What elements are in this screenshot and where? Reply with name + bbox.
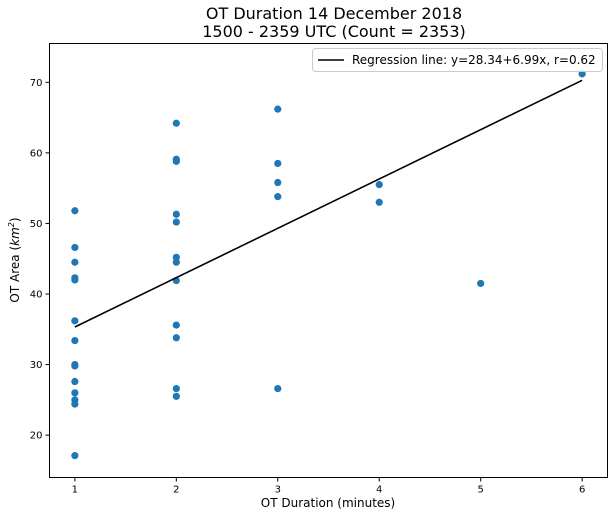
scatter-point — [172, 119, 180, 127]
scatter-point — [172, 321, 180, 329]
scatter-point — [172, 384, 180, 393]
y-tick-label: 30 — [30, 360, 43, 371]
chart-title-line1: OT Duration 14 December 2018 — [206, 4, 462, 23]
scatter-point — [274, 105, 282, 113]
scatter-point — [71, 377, 79, 386]
x-tick-label: 4 — [376, 485, 382, 496]
plot-frame — [49, 43, 608, 478]
scatter-point — [71, 452, 79, 460]
scatter-point — [172, 334, 180, 342]
scatter-point — [172, 157, 180, 165]
scatter-point — [71, 389, 79, 397]
chart-title-line2: 1500 - 2359 UTC (Count = 2353) — [202, 22, 466, 41]
scatter-point — [71, 258, 79, 266]
scatter-point — [71, 207, 79, 215]
scatter-point — [172, 210, 180, 218]
y-tick-label: 70 — [30, 78, 43, 89]
legend: Regression line: y=28.34+6.99x, r=0.62 — [312, 48, 603, 72]
scatter-point — [71, 400, 79, 408]
x-axis-ticks: 1 2 3 4 5 6 — [72, 477, 585, 496]
scatter-point — [274, 193, 282, 201]
y-axis-label: OT Area (km2) — [7, 217, 22, 302]
legend-box — [312, 48, 603, 72]
x-tick-label: 1 — [72, 485, 78, 496]
scatter-point — [172, 258, 180, 266]
y-axis-ticks: 20 30 40 50 60 70 — [30, 78, 50, 442]
plot-area — [71, 70, 586, 460]
scatter-point — [172, 218, 180, 226]
scatter-point — [71, 243, 79, 252]
scatter-point — [375, 181, 383, 189]
scatter-point — [274, 178, 282, 187]
x-tick-label: 6 — [579, 485, 585, 496]
scatter-point — [375, 198, 383, 206]
scatter-point — [172, 253, 180, 261]
y-tick-label: 50 — [30, 219, 43, 230]
y-tick-label: 40 — [30, 290, 43, 301]
scatter-point — [71, 336, 79, 345]
scatter-point — [71, 362, 79, 370]
regression-line — [74, 79, 583, 328]
x-axis-label: OT Duration (minutes) — [261, 496, 395, 510]
scatter-point — [477, 279, 485, 288]
legend-label: Regression line: y=28.34+6.99x, r=0.62 — [352, 53, 596, 67]
y-tick-label: 60 — [30, 148, 43, 159]
x-tick-label: 3 — [275, 485, 281, 496]
scatter-point — [71, 317, 79, 325]
scatter-point — [71, 276, 79, 284]
x-tick-label: 2 — [173, 485, 179, 496]
scatter-point — [274, 384, 282, 393]
scatter-point — [172, 392, 180, 400]
scatter-point — [578, 70, 586, 78]
x-tick-label: 5 — [477, 485, 483, 496]
y-tick-label: 20 — [30, 431, 43, 442]
scatter-point — [274, 159, 282, 168]
